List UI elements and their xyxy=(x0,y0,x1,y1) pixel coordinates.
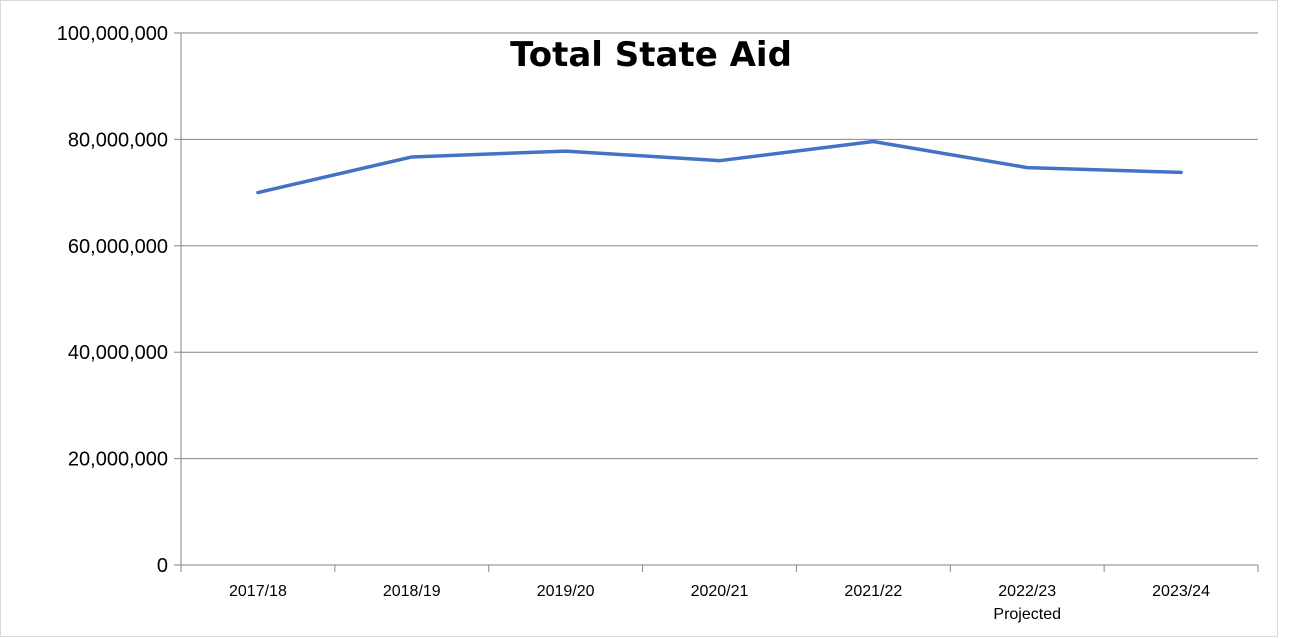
data-point xyxy=(256,191,260,195)
x-tick-label: 2019/20 xyxy=(537,583,595,600)
gridlines xyxy=(181,32,1258,460)
x-tick-label: 2023/24 xyxy=(1152,583,1210,600)
x-tick-label: 2021/22 xyxy=(844,583,902,600)
data-point xyxy=(718,159,721,163)
x-tick-labels: 2017/18 2018/19 2019/20 2020/21 2021/22 2022/… xyxy=(229,583,1210,623)
y-tick-label: 40,000,000 xyxy=(68,342,168,364)
chart-title: Total State Aid xyxy=(510,35,792,75)
x-tick-label: 2018/19 xyxy=(383,583,441,600)
y-tick-labels: 0 20,000,000 40,000,000 60,000,000 80,000,00… xyxy=(57,23,168,577)
data-point xyxy=(410,155,414,159)
series-line xyxy=(256,139,1183,195)
y-tick-label: 20,000,000 xyxy=(68,449,168,471)
x-tick-label: 2020/21 xyxy=(691,583,749,600)
x-tick-sublabel: Projected xyxy=(993,606,1061,623)
y-tick-label: 80,000,000 xyxy=(68,129,168,151)
data-point xyxy=(1025,166,1029,170)
x-tick-label: 2022/23 xyxy=(998,583,1056,600)
y-tick-label: 0 xyxy=(157,555,168,577)
axes xyxy=(174,32,1259,572)
data-point xyxy=(871,140,875,144)
data-point xyxy=(1179,170,1183,174)
data-point xyxy=(564,149,568,153)
y-tick-label: 60,000,000 xyxy=(68,236,168,258)
y-tick-label: 100,000,000 xyxy=(57,23,168,45)
series-layer xyxy=(256,139,1183,195)
x-tick-label: 2017/18 xyxy=(229,583,287,600)
